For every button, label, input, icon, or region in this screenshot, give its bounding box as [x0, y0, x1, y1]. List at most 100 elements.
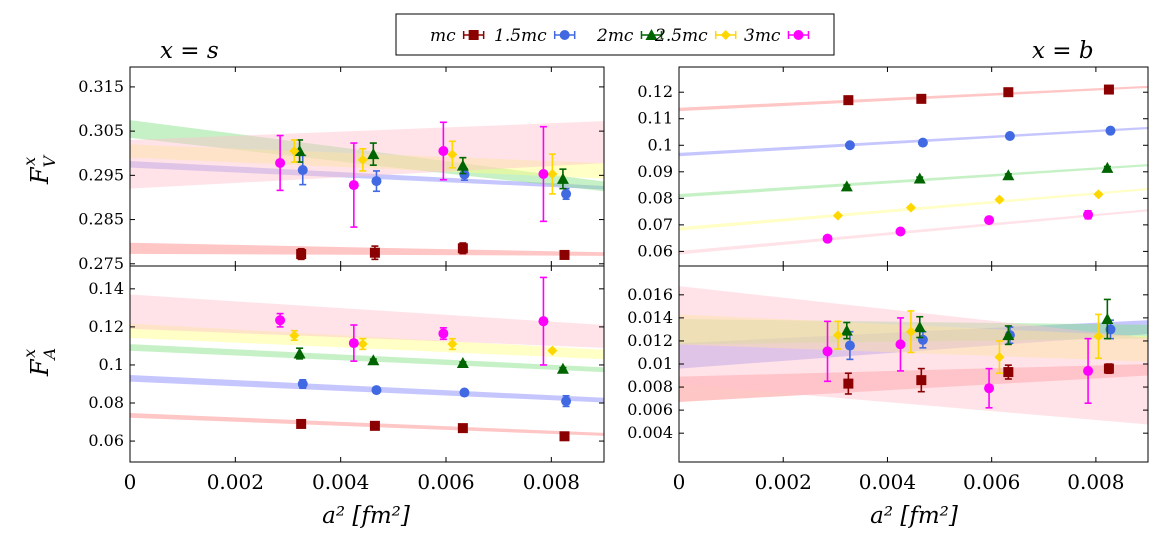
data-point-2-5m-c — [1093, 189, 1104, 200]
legend-items: mc 1.5mc 2mc 2.5mc 3mc — [430, 26, 810, 46]
data-point-1-5m-c — [1105, 125, 1116, 136]
data-point-2-5m-c — [447, 149, 458, 160]
x-tick-label: 0.004 — [312, 470, 369, 494]
data-point-m-c — [916, 93, 927, 104]
data-point-3m-c — [1083, 209, 1094, 220]
fit-band-2m-c — [130, 344, 604, 373]
legend-label-1-5m-c: 1.5mc — [494, 26, 547, 46]
plot-area — [130, 276, 604, 442]
data-point-m-c — [1103, 84, 1114, 95]
data-point-2-5m-c — [289, 146, 300, 157]
row-label-top: FVx — [20, 154, 59, 185]
y-tick-label: 0.012 — [627, 331, 673, 350]
y-tick-label: 0.1 — [648, 135, 673, 154]
data-point-m-c — [559, 249, 570, 260]
svg-text:FAx: FAx — [20, 348, 59, 377]
data-point-m-c — [369, 420, 380, 431]
plot-area — [679, 286, 1148, 425]
data-point-3m-c — [984, 383, 995, 394]
data-point-1-5m-c — [459, 169, 470, 180]
fit-band-1-5m-c — [679, 126, 1148, 157]
legend-label-m-c: mc — [430, 26, 456, 46]
data-point-3m-c — [538, 316, 549, 327]
fit-band-3m-c — [130, 294, 604, 348]
data-point-3m-c — [822, 233, 833, 244]
panel-fa-s: 0.06 0.08 0.1 0.12 0.14 0 0.002 0.004 0.006 0.008 — [88, 265, 605, 494]
column-title-left: x = s — [160, 38, 219, 64]
y-tick-label: 0.315 — [78, 77, 124, 96]
fit-band-3m-c — [130, 121, 604, 189]
data-point-3m-c — [348, 180, 359, 191]
fit-band-2m-c — [130, 120, 604, 192]
fit-band-2-5m-c — [679, 314, 1148, 362]
y-tick-label: 0.285 — [78, 210, 124, 229]
data-point-3m-c — [1083, 365, 1094, 376]
y-tick-label: 0.014 — [627, 308, 673, 327]
legend-marker-m-c — [468, 30, 479, 40]
fit-band-2-5m-c — [130, 144, 604, 179]
data-point-3m-c — [822, 346, 833, 357]
data-point-2m-c — [840, 324, 853, 336]
y-tick-label: 0.305 — [78, 121, 124, 140]
data-point-1-5m-c — [1004, 130, 1015, 141]
y-tick-label: 0.08 — [88, 393, 124, 412]
data-point-m-c — [1003, 367, 1014, 378]
x-axis-label-right: a² [fm²] — [870, 503, 958, 529]
plot-area — [130, 120, 604, 261]
y-tick-label: 0.06 — [637, 241, 673, 260]
fit-band-2m-c — [679, 164, 1148, 198]
y-tick-label: 0.006 — [627, 400, 673, 419]
y-tick-label: 0.1 — [99, 355, 124, 374]
data-point-m-c — [1003, 87, 1014, 98]
data-point-2m-c — [1002, 329, 1015, 341]
y-tick-label: 0.295 — [78, 165, 124, 184]
x-tick-label: 0 — [673, 470, 686, 494]
data-point-1-5m-c — [844, 140, 855, 151]
x-tick-label: 0.006 — [417, 470, 474, 494]
data-point-3m-c — [438, 146, 449, 157]
data-point-1-5m-c — [844, 340, 855, 351]
data-point-2-5m-c — [289, 330, 300, 341]
data-point-1-5m-c — [297, 378, 308, 389]
data-point-m-c — [296, 249, 307, 260]
data-point-2-5m-c — [1093, 331, 1104, 342]
row-label-bottom: FAx — [20, 348, 59, 377]
data-point-3m-c — [895, 339, 906, 350]
y-tick-label: 0.06 — [88, 431, 124, 450]
panel-fv-b: 0.06 0.07 0.08 0.09 0.1 0.11 0.12 — [637, 66, 1149, 267]
data-point-2m-c — [1101, 313, 1114, 325]
data-point-1-5m-c — [371, 385, 382, 396]
y-tick-label: 0.004 — [627, 423, 673, 442]
data-point-1-5m-c — [459, 387, 470, 398]
y-tick-label: 0.08 — [637, 188, 673, 207]
fit-band-1-5m-c — [130, 160, 604, 190]
data-point-3m-c — [275, 315, 286, 326]
data-point-2m-c — [367, 148, 380, 160]
data-point-m-c — [559, 431, 570, 442]
data-point-2m-c — [293, 347, 306, 359]
legend-marker-2-5m-c — [720, 30, 731, 40]
y-tick-label: 0.09 — [637, 162, 673, 181]
data-point-2-5m-c — [547, 345, 558, 356]
x-tick-label: 0.002 — [755, 470, 812, 494]
panel-fv-s: 0.275 0.285 0.295 0.305 0.315 — [78, 66, 605, 273]
column-title-right: x = b — [1032, 38, 1094, 64]
legend-marker-2m-c — [645, 29, 658, 40]
data-point-2-5m-c — [547, 169, 558, 180]
data-point-2-5m-c — [905, 202, 916, 213]
legend-marker-1-5m-c — [559, 30, 570, 40]
data-point-2-5m-c — [357, 154, 368, 165]
panel-fa-b: 0.004 0.006 0.008 0.01 0.012 0.014 0.016 0 0.002… — [627, 265, 1149, 494]
data-point-2m-c — [556, 172, 569, 184]
x-tick-label: 0 — [124, 470, 137, 494]
y-tick-label: 0.008 — [627, 377, 673, 396]
y-tick-label: 0.016 — [627, 285, 673, 304]
y-tick-label: 0.07 — [637, 215, 673, 234]
data-point-2m-c — [913, 321, 926, 333]
data-point-2-5m-c — [447, 339, 458, 350]
fit-band-3m-c — [679, 286, 1148, 425]
legend-label-2-5m-c: 2.5mc — [654, 26, 708, 46]
data-point-1-5m-c — [371, 176, 382, 187]
data-point-2m-c — [840, 180, 853, 192]
